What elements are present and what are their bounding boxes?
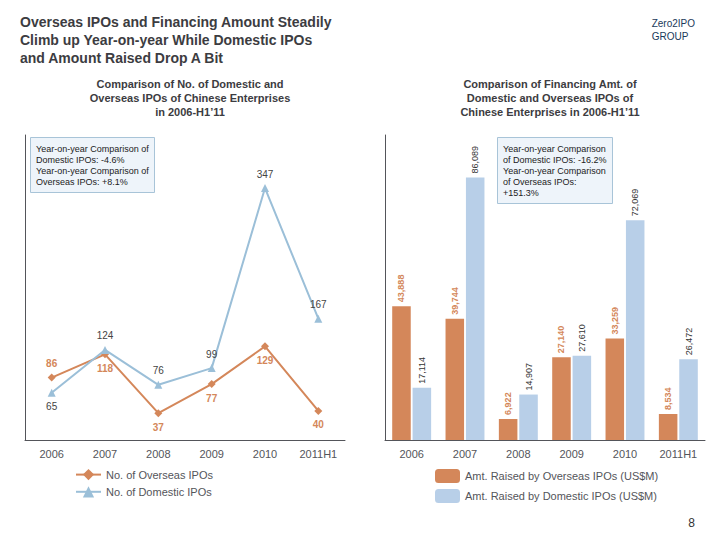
svg-text:of Domestic IPOs: -16.2%: of Domestic IPOs: -16.2%	[503, 155, 607, 165]
svg-text:26,472: 26,472	[684, 328, 694, 356]
svg-text:27,140: 27,140	[556, 326, 566, 354]
svg-text:No. of Overseas IPOs: No. of Overseas IPOs	[106, 469, 213, 481]
svg-text:Year-on-year Comparison of: Year-on-year Comparison of	[36, 166, 149, 176]
svg-text:2009: 2009	[199, 448, 223, 460]
svg-text:GROUP: GROUP	[652, 31, 689, 42]
svg-text:2006: 2006	[39, 448, 63, 460]
svg-text:86: 86	[46, 358, 58, 369]
svg-text:124: 124	[97, 330, 114, 341]
svg-text:Year-on-year Comparison: Year-on-year Comparison	[503, 144, 606, 154]
svg-text:167: 167	[310, 299, 327, 310]
svg-text:Year-on-year Comparison: Year-on-year Comparison	[503, 166, 606, 176]
svg-text:43,888: 43,888	[396, 275, 406, 303]
svg-text:2011H1: 2011H1	[299, 448, 337, 460]
svg-text:8: 8	[688, 516, 695, 530]
svg-text:347: 347	[257, 169, 274, 180]
svg-text:of Overseas IPOs:: of Overseas IPOs:	[503, 177, 577, 187]
svg-text:Comparison of Financing Amt. o: Comparison of Financing Amt. of	[463, 78, 636, 90]
svg-text:77: 77	[206, 393, 218, 404]
svg-text:+151.3%: +151.3%	[503, 188, 539, 198]
svg-text:2010: 2010	[253, 448, 277, 460]
svg-text:Domestic and Overseas IPOs of: Domestic and Overseas IPOs of	[467, 92, 634, 104]
svg-text:17,114: 17,114	[417, 357, 427, 384]
svg-text:Climb up Year-on-year While Do: Climb up Year-on-year While Domestic IPO…	[20, 32, 312, 48]
svg-text:Amt. Raised by Overseas IPOs (: Amt. Raised by Overseas IPOs (US$M)	[465, 470, 658, 482]
svg-text:76: 76	[153, 365, 165, 376]
svg-text:37: 37	[153, 422, 165, 433]
svg-text:8,534: 8,534	[663, 387, 673, 410]
svg-text:Overseas IPOs: +8.1%: Overseas IPOs: +8.1%	[36, 177, 128, 187]
svg-text:2008: 2008	[146, 448, 170, 460]
svg-text:86,089: 86,089	[470, 146, 480, 174]
svg-text:2011H1: 2011H1	[659, 448, 697, 460]
svg-text:and Amount Raised Drop A Bit: and Amount Raised Drop A Bit	[20, 50, 223, 66]
svg-text:33,259: 33,259	[610, 307, 620, 335]
svg-text:Amt. Raised by Domestic IPOs (: Amt. Raised by Domestic IPOs (US$M)	[465, 490, 657, 502]
svg-text:No. of Domestic IPOs: No. of Domestic IPOs	[106, 486, 212, 498]
svg-text:Domestic IPOs: -4.6%: Domestic IPOs: -4.6%	[36, 155, 125, 165]
svg-text:Zero2IPO: Zero2IPO	[652, 18, 696, 29]
svg-text:39,744: 39,744	[450, 287, 460, 315]
svg-text:14,907: 14,907	[524, 363, 534, 391]
svg-text:72,069: 72,069	[630, 189, 640, 217]
svg-text:118: 118	[97, 363, 114, 374]
svg-text:Comparison of No. of Domestic: Comparison of No. of Domestic and	[96, 78, 283, 90]
svg-text:129: 129	[257, 355, 274, 366]
svg-text:2007: 2007	[453, 448, 477, 460]
svg-text:2008: 2008	[506, 448, 530, 460]
svg-text:Year-on-year Comparison of: Year-on-year Comparison of	[36, 144, 149, 154]
svg-text:6,922: 6,922	[503, 392, 513, 415]
svg-text:Chinese Enterprises in 2006-H1: Chinese Enterprises in 2006-H1’11	[460, 106, 639, 118]
svg-text:2007: 2007	[93, 448, 117, 460]
svg-text:65: 65	[46, 401, 58, 412]
svg-text:2009: 2009	[559, 448, 583, 460]
svg-text:in 2006-H1’11: in 2006-H1’11	[155, 106, 225, 118]
svg-text:40: 40	[313, 419, 325, 430]
svg-text:2006: 2006	[399, 448, 423, 460]
svg-text:2010: 2010	[613, 448, 637, 460]
svg-text:Overseas IPOs of Chinese Enter: Overseas IPOs of Chinese Enterprises	[90, 92, 291, 104]
svg-text:99: 99	[206, 349, 218, 360]
svg-text:Overseas IPOs and Financing Am: Overseas IPOs and Financing Amount Stead…	[20, 14, 332, 30]
svg-text:27,610: 27,610	[577, 324, 587, 352]
